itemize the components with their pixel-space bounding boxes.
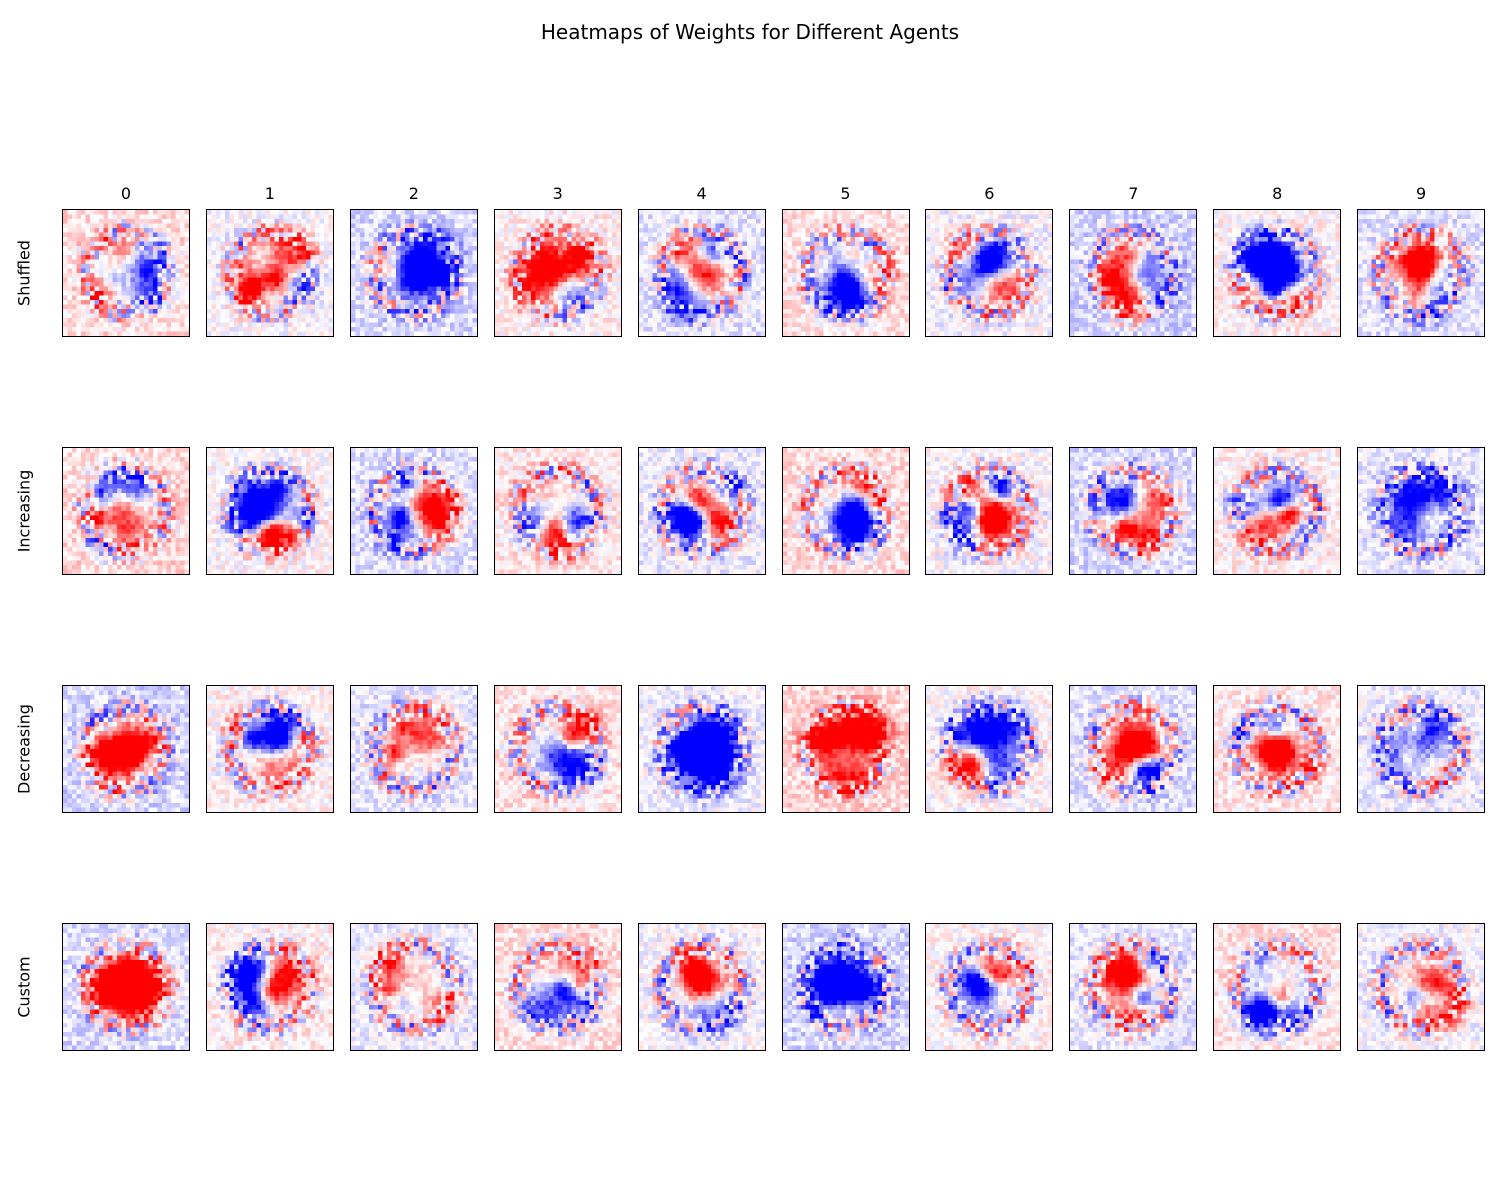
heatmap-image <box>1358 924 1485 1050</box>
heatmap-cell <box>205 685 334 813</box>
heatmap-image <box>1358 686 1485 812</box>
heatmap-cell <box>349 209 478 337</box>
heatmap-cell <box>1069 923 1198 1051</box>
heatmap-cell <box>637 447 766 575</box>
heatmap-image <box>494 924 621 1050</box>
heatmap-image <box>350 686 477 812</box>
heatmap-image <box>782 448 909 574</box>
column-label: 1 <box>264 184 275 203</box>
heatmap-cell <box>1069 685 1198 813</box>
heatmap-image <box>63 924 189 1050</box>
heatmap-cell <box>493 209 622 337</box>
heatmap-cell <box>1357 447 1486 575</box>
heatmap-cell <box>1213 923 1342 1051</box>
heatmap-image <box>638 924 765 1050</box>
heatmap-cell <box>62 447 190 575</box>
heatmap-image <box>1214 210 1341 336</box>
heatmap-cell <box>925 923 1054 1051</box>
heatmap-image <box>206 210 333 336</box>
heatmap-image <box>926 210 1053 336</box>
heatmap-cell <box>1213 685 1342 813</box>
heatmap-image <box>926 924 1053 1050</box>
heatmap-image <box>1214 448 1341 574</box>
heatmap-image <box>350 448 477 574</box>
heatmap-image <box>63 448 189 574</box>
heatmap-image <box>206 924 333 1050</box>
heatmap-cell <box>925 685 1054 813</box>
heatmap-cell <box>1213 447 1342 575</box>
heatmap-cell <box>781 447 910 575</box>
heatmap-cell <box>637 923 766 1051</box>
heatmap-cell <box>1357 923 1486 1051</box>
row-label: Increasing <box>14 469 34 553</box>
heatmap-cell <box>781 209 910 337</box>
heatmap-cell <box>493 685 622 813</box>
heatmap-cell <box>1357 209 1486 337</box>
row-label: Shuffled <box>14 240 34 306</box>
heatmap-cell <box>781 923 910 1051</box>
heatmap-image <box>1358 210 1485 336</box>
heatmap-cell <box>205 923 334 1051</box>
heatmap-image <box>1214 924 1341 1050</box>
column-label: 6 <box>984 184 995 203</box>
heatmap-image <box>926 448 1053 574</box>
column-label: 5 <box>840 184 851 203</box>
heatmap-cell <box>493 923 622 1051</box>
heatmap-cell <box>925 209 1054 337</box>
heatmap-image <box>926 686 1053 812</box>
heatmap-image <box>638 448 765 574</box>
heatmap-image <box>494 448 621 574</box>
column-label: 3 <box>552 184 563 203</box>
heatmap-image <box>1214 686 1341 812</box>
heatmap-cell <box>493 447 622 575</box>
heatmap-cell <box>349 923 478 1051</box>
column-label: 7 <box>1128 184 1139 203</box>
heatmap-image <box>1358 448 1485 574</box>
heatmap-cell <box>637 209 766 337</box>
heatmap-image <box>206 448 333 574</box>
heatmap-image <box>1070 448 1197 574</box>
heatmap-image <box>782 210 909 336</box>
heatmap-image <box>1070 686 1197 812</box>
heatmap-cell <box>781 685 910 813</box>
heatmap-image <box>782 924 909 1050</box>
row-label: Decreasing <box>14 704 34 794</box>
column-label: 4 <box>696 184 707 203</box>
heatmap-image <box>494 210 621 336</box>
column-label: 8 <box>1272 184 1283 203</box>
heatmap-image <box>782 686 909 812</box>
heatmap-image <box>206 686 333 812</box>
heatmap-image <box>350 924 477 1050</box>
heatmap-cell <box>925 447 1054 575</box>
column-label: 9 <box>1416 184 1427 203</box>
heatmap-cell <box>1069 209 1198 337</box>
heatmap-image <box>638 210 765 336</box>
heatmap-image <box>1070 924 1197 1050</box>
column-label: 0 <box>120 184 132 203</box>
heatmap-image <box>494 686 621 812</box>
heatmap-image <box>1070 210 1197 336</box>
heatmap-cell <box>205 209 334 337</box>
heatmap-image <box>350 210 477 336</box>
heatmap-cell <box>637 685 766 813</box>
heatmap-cell <box>205 447 334 575</box>
chart-title: Heatmaps of Weights for Different Agents <box>540 20 960 44</box>
heatmap-cell <box>62 685 190 813</box>
heatmap-image <box>63 686 189 812</box>
heatmap-cell <box>349 447 478 575</box>
heatmap-cell <box>62 923 190 1051</box>
heatmap-cell <box>62 209 190 337</box>
row-label: Custom <box>14 956 34 1018</box>
heatmap-cell <box>1069 447 1198 575</box>
heatmap-cell <box>349 685 478 813</box>
heatmap-image <box>638 686 765 812</box>
heatmap-cell <box>1213 209 1342 337</box>
heatmap-image <box>63 210 189 336</box>
column-label: 2 <box>408 184 419 203</box>
heatmap-cell <box>1357 685 1486 813</box>
